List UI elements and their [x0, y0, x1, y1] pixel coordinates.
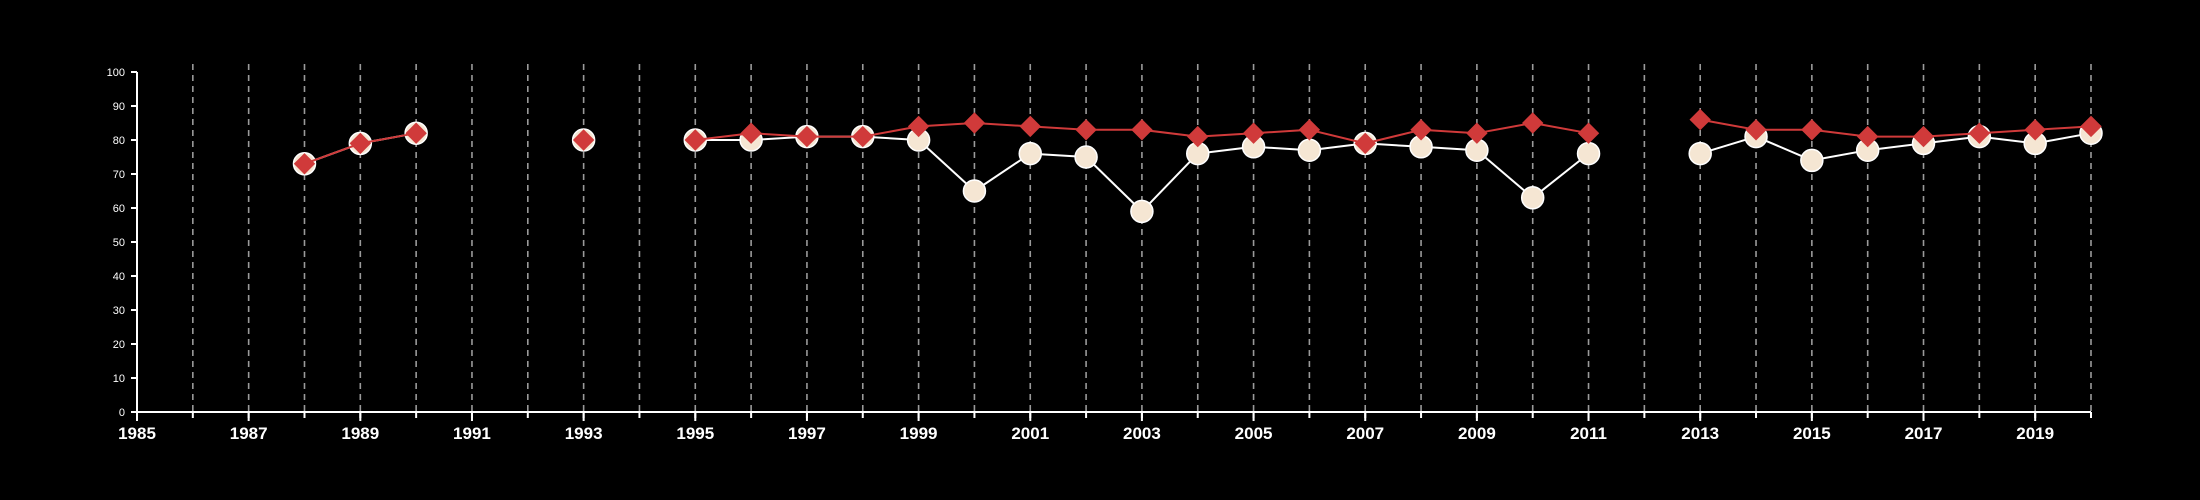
data-point: [684, 129, 706, 151]
data-point: [852, 125, 874, 148]
data-point: [405, 122, 427, 144]
series-segment: [862, 125, 919, 138]
data-point: [1298, 119, 1321, 141]
series-segment: [917, 139, 976, 192]
data-point: [349, 132, 372, 155]
x-tick-label: 1987: [230, 424, 268, 443]
data-point: [962, 179, 987, 203]
x-tick-label: 2019: [2016, 424, 2054, 443]
series-segment: [1532, 122, 1589, 135]
data-point: [1576, 141, 1601, 166]
series-segment: [1700, 118, 1757, 131]
series-2: [293, 108, 2102, 175]
y-tick-label: 70: [113, 169, 125, 181]
data-point: [1968, 122, 1991, 144]
series-segment: [1309, 128, 1366, 145]
y-tick-label: 60: [113, 203, 125, 215]
y-tick-label: 50: [113, 237, 125, 249]
y-tick-label: 100: [107, 67, 125, 79]
x-tick-label: 2005: [1235, 424, 1273, 443]
x-tick-label: 2007: [1346, 424, 1384, 443]
data-point: [1800, 148, 1824, 173]
axes: 1985 1987 1989 1991 1993 1995 1997 1999 2001 2003…: [107, 67, 2092, 443]
data-point: [572, 129, 595, 151]
series-segment: [304, 142, 361, 165]
x-tick-label: 2001: [1011, 424, 1049, 443]
data-point: [907, 115, 930, 138]
data-point: [1410, 119, 1432, 141]
x-tick-label: 1991: [453, 424, 491, 443]
series-segment: [1085, 156, 1143, 213]
series-segment: [1476, 149, 1534, 199]
data-point: [1520, 186, 1545, 210]
series-segment: [1476, 122, 1533, 135]
data-point: [796, 125, 818, 148]
data-point: [293, 153, 316, 175]
data-point: [1131, 119, 1153, 141]
data-point: [2080, 115, 2102, 138]
data-point: [1018, 141, 1043, 166]
y-tick-label: 80: [113, 135, 125, 147]
x-tick-label: 1993: [565, 424, 603, 443]
x-tick-label: 2009: [1458, 424, 1496, 443]
data-point: [1689, 108, 1711, 131]
data-point: [1577, 122, 1600, 144]
y-tick-label: 20: [113, 339, 125, 351]
data-point: [1074, 145, 1098, 169]
x-tick-label: 1997: [788, 424, 826, 443]
data-point: [963, 112, 986, 134]
series-segment: [1141, 152, 1199, 213]
y-tick-label: 40: [113, 271, 125, 283]
grid-layer: [192, 64, 2092, 412]
series-layer: [292, 108, 2103, 224]
data-point: [740, 122, 762, 144]
data-point: [1466, 122, 1488, 144]
x-tick-label: 2015: [1793, 424, 1831, 443]
data-point: [1745, 119, 1767, 141]
y-tick-label: 0: [119, 407, 125, 419]
x-tick-label: 2011: [1570, 424, 1607, 443]
x-tick-label: 1989: [341, 424, 379, 443]
y-tick-label: 10: [113, 373, 125, 385]
x-tick-label: 1985: [118, 424, 156, 443]
data-point: [1297, 138, 1322, 162]
series-segment: [1532, 152, 1590, 199]
data-point: [1912, 125, 1935, 148]
data-point: [1242, 122, 1265, 144]
y-tick-label: 30: [113, 305, 125, 317]
data-point: [1354, 132, 1376, 155]
x-tick-label: 2013: [1681, 424, 1719, 443]
data-point: [1130, 199, 1154, 224]
data-point: [1801, 119, 1823, 141]
x-tick-label: 2003: [1123, 424, 1161, 443]
data-point: [1522, 112, 1544, 134]
x-tick-label: 1995: [676, 424, 714, 443]
data-point: [1075, 119, 1097, 141]
data-point: [1019, 115, 1041, 138]
y-tick-label: 90: [113, 101, 125, 113]
series-segment: [360, 132, 417, 145]
x-tick-label: 1999: [900, 424, 938, 443]
data-point: [1688, 141, 1712, 166]
data-point: [1187, 125, 1209, 148]
series-segment: [1364, 128, 1422, 145]
x-tick-label: 2017: [1905, 424, 1943, 443]
data-point: [2024, 119, 2046, 141]
data-point: [1856, 125, 1879, 148]
